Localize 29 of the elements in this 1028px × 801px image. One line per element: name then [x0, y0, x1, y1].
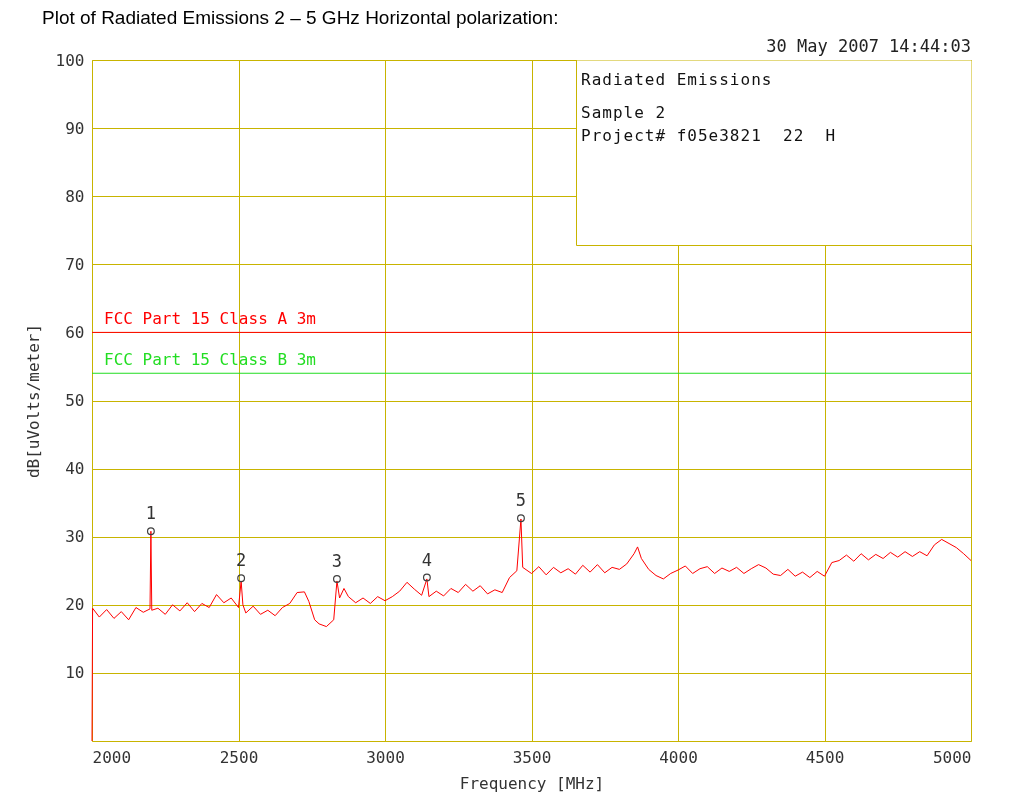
y-tick-label: 40	[65, 459, 85, 479]
y-tick-label: 80	[65, 186, 85, 206]
x-tick-label: 4500	[805, 747, 845, 767]
y-tick-label: 50	[65, 391, 85, 410]
y-axis-title: dB[uVolts/meter]	[23, 323, 43, 479]
chart-title: Plot of Radiated Emissions 2 – 5 GHz Horizontal polarization:	[42, 7, 559, 28]
x-tick-label: 2500	[219, 747, 259, 767]
annotation: Radiated Emissions	[581, 70, 774, 89]
y-tick-label: 90	[65, 118, 85, 138]
line-series	[91, 518, 972, 742]
y-tick-label: 60	[65, 322, 85, 342]
annotation: 1	[145, 503, 157, 524]
annotation: 5	[515, 490, 527, 511]
x-axis-title: Frequency [MHz]	[459, 773, 605, 793]
text: 30 May 2007 14:44:03	[766, 36, 971, 56]
x-tick-label: 4000	[659, 747, 698, 767]
y-tick-label: 100	[55, 50, 85, 70]
y-tick-label: 30	[65, 527, 85, 547]
annotation: Project# f05e3821 22 H	[581, 126, 838, 145]
x-tick-label: 3000	[366, 747, 405, 767]
annotation: 3	[331, 550, 343, 571]
x-tick-label: 5000	[932, 747, 972, 767]
x-tick-label: 2000	[92, 747, 132, 767]
x-tick-label: 3500	[512, 747, 552, 767]
y-tick-label: 20	[65, 595, 85, 615]
y-tick-label: 70	[65, 254, 85, 274]
annotation: Sample 2	[581, 103, 668, 122]
y-tick-label: 10	[65, 663, 85, 683]
annotation: 4	[421, 549, 433, 570]
